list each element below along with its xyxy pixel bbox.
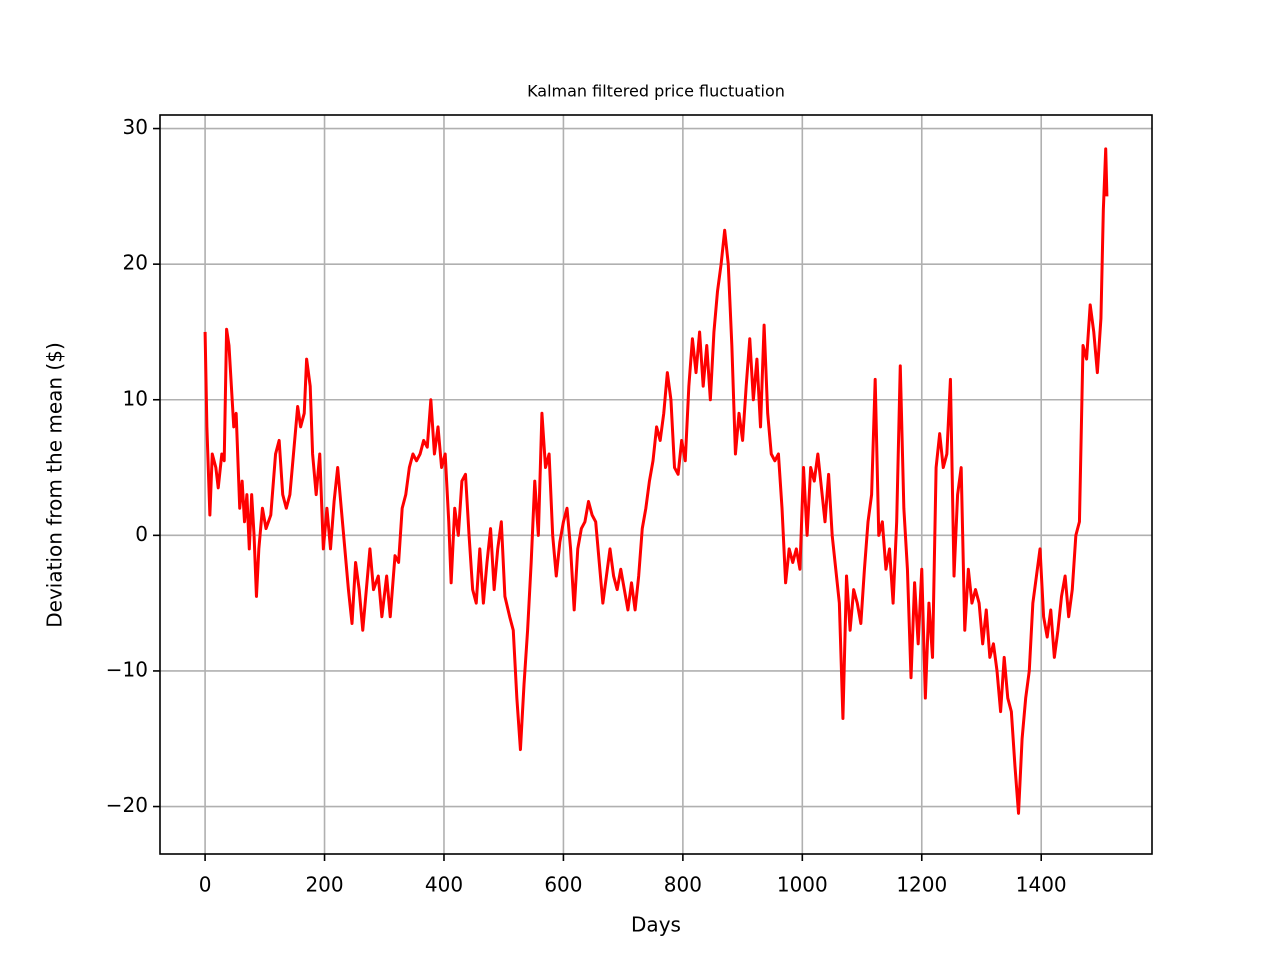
data-line — [203, 147, 1109, 815]
y-tick-label: 0 — [135, 522, 148, 546]
y-tick-label: 20 — [123, 251, 148, 275]
x-tick-label: 0 — [199, 873, 212, 897]
y-axis-label: Deviation from the mean ($) — [43, 342, 67, 628]
y-tick-label: 30 — [123, 115, 148, 139]
x-tick-label: 400 — [425, 873, 463, 897]
x-tick-label: 800 — [664, 873, 702, 897]
x-tick-label: 1400 — [1016, 873, 1067, 897]
x-tick-label: 1200 — [896, 873, 947, 897]
x-tick-label: 600 — [544, 873, 582, 897]
y-tick-label: −10 — [106, 657, 148, 681]
plot-frame — [159, 114, 1153, 855]
y-tick-label: 10 — [123, 386, 148, 410]
x-axis-label: Days — [631, 913, 681, 937]
chart-title: Kalman filtered price fluctuation — [527, 82, 785, 101]
x-tick-label: 200 — [305, 873, 343, 897]
y-tick-label: −20 — [106, 793, 148, 817]
x-tick-label: 1000 — [777, 873, 828, 897]
